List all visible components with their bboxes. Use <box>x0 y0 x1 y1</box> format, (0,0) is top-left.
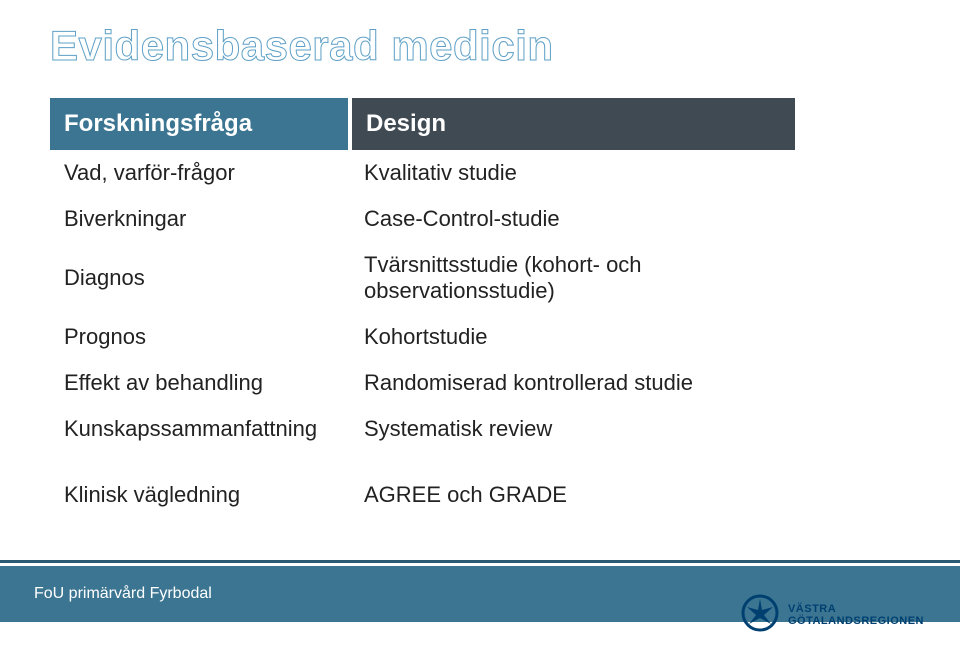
table-row: Diagnos Tvärsnittsstudie (kohort- och ob… <box>50 242 795 314</box>
region-logo: VÄSTRA GÖTALANDSREGIONEN <box>740 593 924 638</box>
cell-design: AGREE och GRADE <box>350 472 795 518</box>
cell-question: Diagnos <box>50 242 350 314</box>
column-header-question: Forskningsfråga <box>50 98 350 150</box>
cell-design: Case-Control-studie <box>350 196 795 242</box>
logo-text: VÄSTRA GÖTALANDSREGIONEN <box>788 604 924 627</box>
table-row: Biverkningar Case-Control-studie <box>50 196 795 242</box>
cell-design: Kvalitativ studie <box>350 150 795 196</box>
table-row: Prognos Kohortstudie <box>50 314 795 360</box>
cell-question: Vad, varför-frågor <box>50 150 350 196</box>
cell-design: Tvärsnittsstudie (kohort- och observatio… <box>350 242 795 314</box>
cell-question: Biverkningar <box>50 196 350 242</box>
cell-question: Prognos <box>50 314 350 360</box>
cell-question: Klinisk vägledning <box>50 472 350 518</box>
cell-question: Kunskapssammanfattning <box>50 406 350 452</box>
table-row: Klinisk vägledning AGREE och GRADE <box>50 472 795 518</box>
cell-design: Randomiserad kontrollerad studie <box>350 360 795 406</box>
logo-line1: VÄSTRA <box>788 603 836 615</box>
table-row: Vad, varför-frågor Kvalitativ studie <box>50 150 795 196</box>
cell-design: Kohortstudie <box>350 314 795 360</box>
cell-question: Effekt av behandling <box>50 360 350 406</box>
design-table: Forskningsfråga Design Vad, varför-frågo… <box>50 98 795 518</box>
content-area: Forskningsfråga Design Vad, varför-frågo… <box>50 98 910 518</box>
footer-text: FoU primärvård Fyrbodal <box>34 585 212 603</box>
slide: Evidensbaserad medicin Forskningsfråga D… <box>0 0 960 654</box>
column-header-design: Design <box>350 98 795 150</box>
page-title: Evidensbaserad medicin <box>50 22 554 70</box>
logo-line2: GÖTALANDSREGIONEN <box>788 615 924 627</box>
table-row: Kunskapssammanfattning Systematisk revie… <box>50 406 795 452</box>
table-spacer <box>50 452 795 472</box>
table-header-row: Forskningsfråga Design <box>50 98 795 150</box>
table-row: Effekt av behandling Randomiserad kontro… <box>50 360 795 406</box>
vgr-logo-icon <box>740 593 780 638</box>
cell-design: Systematisk review <box>350 406 795 452</box>
